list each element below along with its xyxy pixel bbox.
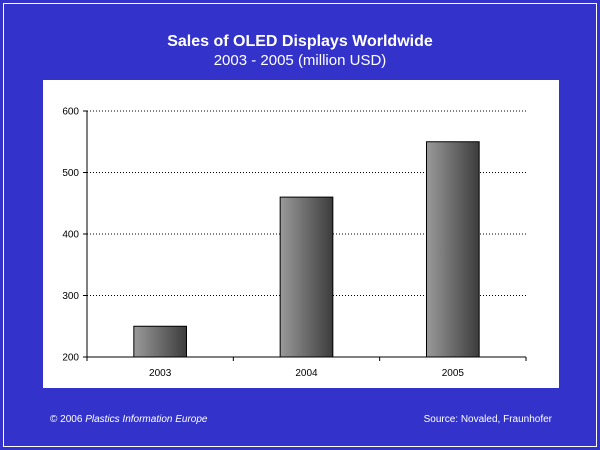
chart-subtitle: 2003 - 2005 (million USD)	[213, 52, 387, 69]
x-tick-label: 2003	[149, 368, 172, 379]
y-tick-label: 200	[62, 353, 79, 364]
x-tick-label: 2005	[442, 368, 465, 379]
y-tick-label: 600	[62, 107, 79, 118]
copyright-text: © 2006	[50, 414, 83, 425]
plot-panel: 200 300 400 500 600 2003 2004 2005	[43, 80, 559, 388]
publisher-name: Plastics Information Europe	[85, 414, 208, 425]
bar-chart: 200 300 400 500 600 2003 2004 2005	[62, 107, 527, 379]
chart-title: Sales of OLED Displays Worldwide	[167, 33, 433, 50]
x-tick-label: 2004	[295, 368, 318, 379]
y-tick-label: 300	[62, 291, 79, 302]
y-tick-label: 400	[62, 230, 79, 241]
bar-2004	[279, 196, 334, 358]
bar-2003	[133, 325, 188, 358]
footer-source: Source: Novaled, Fraunhofer	[423, 414, 552, 425]
y-tick-label: 500	[62, 168, 79, 179]
footer-copyright: © 2006 Plastics Information Europe	[50, 414, 207, 425]
bar-2005	[425, 141, 480, 358]
